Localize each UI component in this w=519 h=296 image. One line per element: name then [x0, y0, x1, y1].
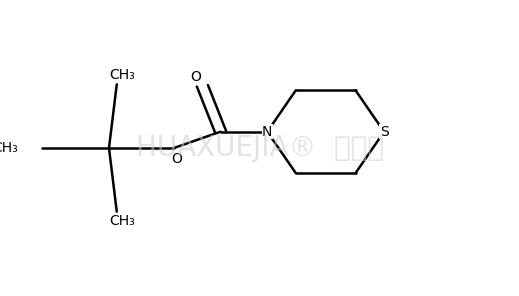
Text: N: N [262, 125, 272, 139]
Text: O: O [171, 152, 182, 166]
Text: CH₃: CH₃ [109, 68, 135, 82]
Text: S: S [380, 125, 388, 139]
Text: CH₃: CH₃ [109, 214, 135, 228]
Text: O: O [191, 70, 201, 83]
Text: HUAXUEJIA®  化学加: HUAXUEJIA® 化学加 [135, 134, 384, 162]
Text: CH₃: CH₃ [0, 141, 18, 155]
